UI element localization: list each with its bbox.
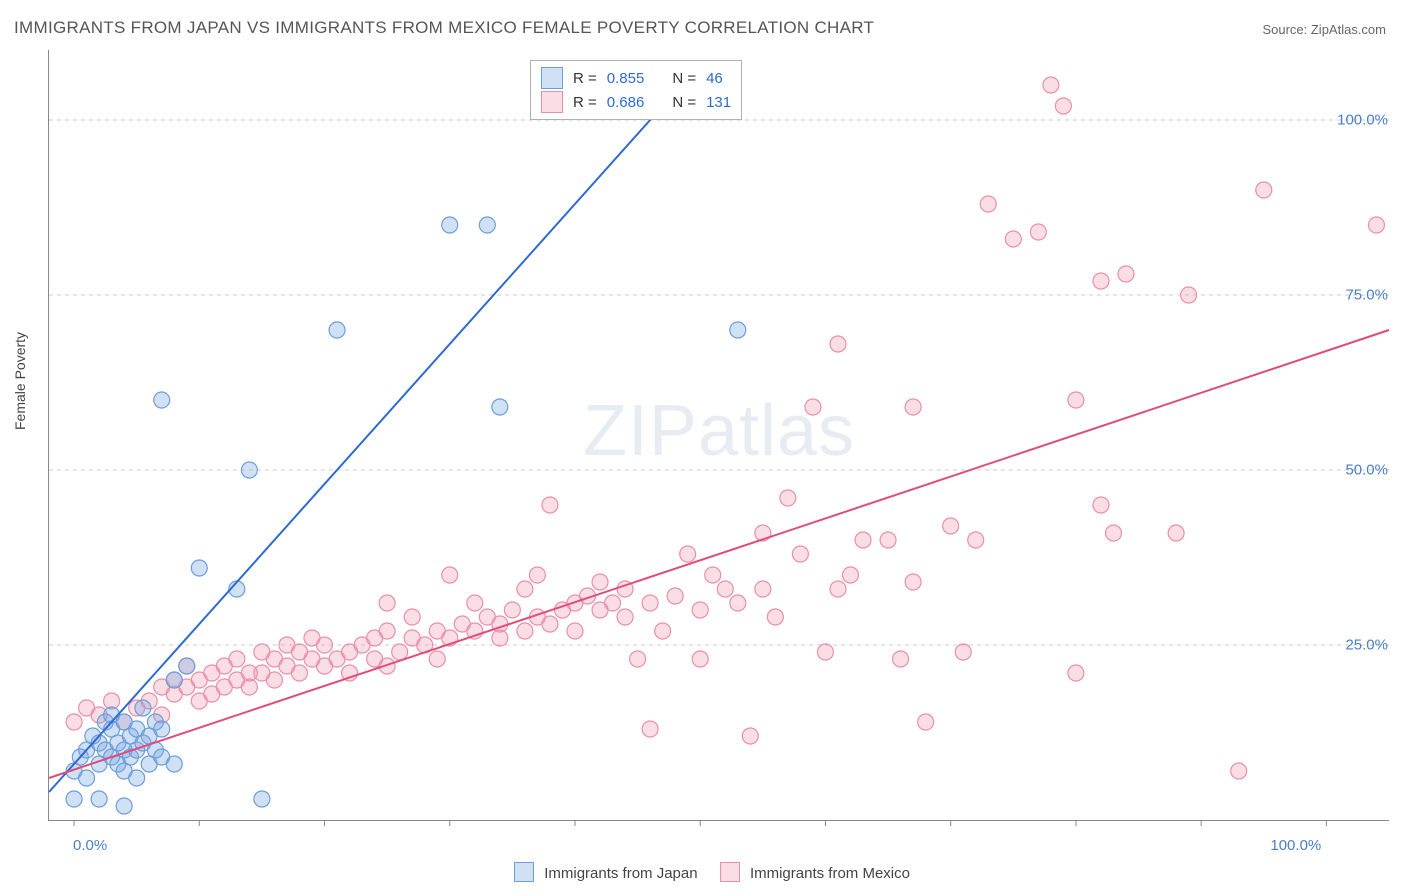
legend-swatch-mexico — [720, 862, 740, 882]
legend-r-value: 0.686 — [607, 94, 645, 111]
legend-correlation: R = 0.855 N = 46 R = 0.686 N = 131 — [530, 60, 742, 120]
y-tick-label: 50.0% — [1345, 462, 1388, 479]
x-tick-label: 0.0% — [73, 837, 107, 854]
legend-n-label: N = — [672, 94, 696, 111]
legend-swatch — [541, 67, 563, 89]
source-link[interactable]: ZipAtlas.com — [1311, 22, 1386, 37]
legend-n-value: 131 — [706, 94, 731, 111]
legend-r-label: R = — [573, 70, 597, 87]
legend-label-japan: Immigrants from Japan — [544, 865, 697, 882]
y-tick-label: 75.0% — [1345, 287, 1388, 304]
legend-swatch-japan — [514, 862, 534, 882]
legend-n-label: N = — [672, 70, 696, 87]
legend-series: Immigrants from Japan Immigrants from Me… — [0, 862, 1406, 882]
source-label: Source: — [1262, 22, 1310, 37]
source-attr: Source: ZipAtlas.com — [1262, 22, 1386, 37]
chart-svg — [49, 50, 1389, 820]
y-axis-label: Female Poverty — [12, 332, 28, 430]
legend-swatch — [541, 91, 563, 113]
y-tick-label: 100.0% — [1337, 112, 1388, 129]
plot-area: ZIPatlas — [48, 50, 1389, 821]
y-tick-label: 25.0% — [1345, 637, 1388, 654]
legend-label-mexico: Immigrants from Mexico — [750, 865, 910, 882]
legend-r-label: R = — [573, 94, 597, 111]
chart-title: IMMIGRANTS FROM JAPAN VS IMMIGRANTS FROM… — [14, 18, 874, 38]
legend-r-value: 0.855 — [607, 70, 645, 87]
legend-n-value: 46 — [706, 70, 723, 87]
x-tick-label: 100.0% — [1270, 837, 1321, 854]
